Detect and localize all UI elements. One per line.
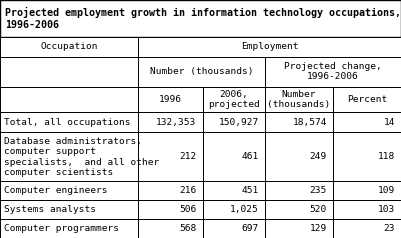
Bar <box>265 200 333 219</box>
Text: 216: 216 <box>179 186 196 195</box>
Bar <box>138 37 401 57</box>
Bar <box>333 200 401 219</box>
Text: 132,353: 132,353 <box>156 118 196 127</box>
Text: 1996: 1996 <box>159 95 182 104</box>
Bar <box>0 181 138 200</box>
Bar <box>138 112 203 132</box>
Text: 18,574: 18,574 <box>292 118 327 127</box>
Text: 249: 249 <box>310 152 327 161</box>
Bar <box>333 219 401 238</box>
Bar <box>138 219 203 238</box>
Text: 451: 451 <box>241 186 259 195</box>
Bar <box>138 132 203 181</box>
Text: 461: 461 <box>241 152 259 161</box>
Bar <box>138 57 265 87</box>
Text: 2006,
projected: 2006, projected <box>208 90 259 109</box>
Text: 568: 568 <box>179 224 196 233</box>
Bar <box>138 87 203 112</box>
Bar <box>0 112 138 132</box>
Bar <box>333 87 401 112</box>
Text: 118: 118 <box>378 152 395 161</box>
Text: Total, all occupations: Total, all occupations <box>4 118 130 127</box>
Bar <box>0 57 138 87</box>
Bar <box>333 181 401 200</box>
Bar <box>0 200 138 219</box>
Bar <box>138 200 203 219</box>
Text: 23: 23 <box>383 224 395 233</box>
Text: 506: 506 <box>179 205 196 214</box>
Bar <box>203 87 265 112</box>
Text: 212: 212 <box>179 152 196 161</box>
Text: 235: 235 <box>310 186 327 195</box>
Bar <box>265 57 401 87</box>
Text: 1,025: 1,025 <box>230 205 259 214</box>
Bar <box>265 87 333 112</box>
Bar <box>138 181 203 200</box>
Text: 150,927: 150,927 <box>219 118 259 127</box>
Text: Number
(thousands): Number (thousands) <box>267 90 330 109</box>
Bar <box>333 132 401 181</box>
Bar <box>0 37 138 57</box>
Text: Occupation: Occupation <box>41 42 98 51</box>
Bar <box>203 181 265 200</box>
Bar <box>265 181 333 200</box>
Bar <box>203 112 265 132</box>
Bar <box>0 0 401 37</box>
Text: Database administrators,
computer support
specialists,  and all other
computer s: Database administrators, computer suppor… <box>4 137 159 177</box>
Text: 109: 109 <box>378 186 395 195</box>
Text: 697: 697 <box>241 224 259 233</box>
Bar <box>265 132 333 181</box>
Text: Number (thousands): Number (thousands) <box>150 67 253 76</box>
Text: 520: 520 <box>310 205 327 214</box>
Text: 103: 103 <box>378 205 395 214</box>
Text: Percent: Percent <box>347 95 387 104</box>
Text: Projected employment growth in information technology occupations,
1996-2006: Projected employment growth in informati… <box>5 7 401 30</box>
Bar <box>0 87 138 112</box>
Text: Projected change,
1996-2006: Projected change, 1996-2006 <box>284 62 382 81</box>
Bar <box>203 219 265 238</box>
Text: Systems analysts: Systems analysts <box>4 205 96 214</box>
Text: 129: 129 <box>310 224 327 233</box>
Text: Employment: Employment <box>241 42 298 51</box>
Bar <box>0 132 138 181</box>
Bar <box>333 112 401 132</box>
Bar <box>0 219 138 238</box>
Text: Computer programmers: Computer programmers <box>4 224 119 233</box>
Bar <box>203 200 265 219</box>
Bar <box>203 132 265 181</box>
Bar <box>265 112 333 132</box>
Bar <box>265 219 333 238</box>
Text: 14: 14 <box>383 118 395 127</box>
Text: Computer engineers: Computer engineers <box>4 186 107 195</box>
